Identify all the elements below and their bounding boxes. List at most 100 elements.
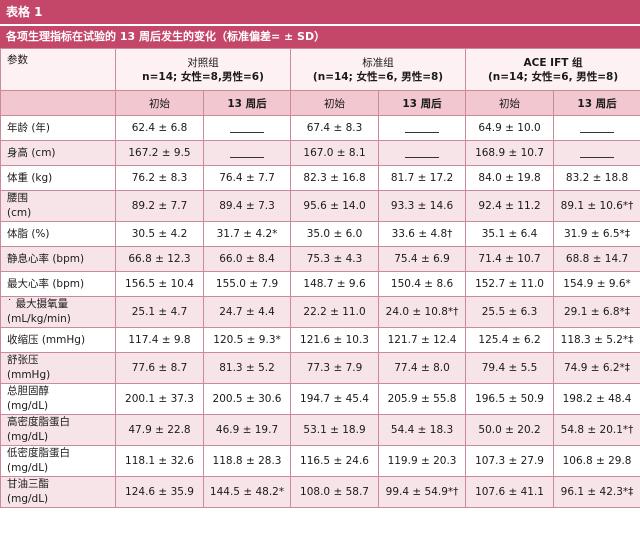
subheader-initial: 初始 (115, 90, 204, 116)
value-cell: 118.8 ± 28.3 (202, 445, 292, 477)
value-cell: 93.3 ± 14.6 (378, 190, 467, 222)
param-label: 甘油三酯 (mg/dL) (0, 476, 116, 508)
group-header-ace-ift: ACE IFT 组 (n=14; 女性=6, 男性=8) (465, 48, 640, 91)
group-detail: n=14; 女性=8,男性=6) (142, 70, 264, 83)
blank-cell (378, 115, 467, 141)
value-cell: 116.5 ± 24.6 (290, 445, 380, 477)
value-cell: 154.9 ± 9.6* (553, 271, 640, 297)
param-label: ˙ 最大摄氧量 (mL/kg/min) (0, 296, 116, 328)
value-cell: 167.0 ± 8.1 (290, 140, 380, 166)
value-cell: 205.9 ± 55.8 (378, 383, 467, 415)
table-row: 腰围 (cm) 89.2 ± 7.7 89.4 ± 7.3 95.6 ± 14.0 93… (0, 190, 640, 222)
value-cell: 31.9 ± 6.5*‡ (553, 221, 640, 247)
blank-line (580, 123, 615, 133)
value-cell: 99.4 ± 54.9*† (378, 476, 467, 508)
value-cell: 148.7 ± 9.6 (290, 271, 380, 297)
table-label: 表格 1 (0, 0, 640, 24)
table-row: 低密度脂蛋白 (mg/dL) 118.1 ± 32.6 118.8 ± 28.3 11… (0, 445, 640, 477)
table-row: 年龄 (年) 62.4 ± 6.8 67.4 ± 8.3 64.9 ± 10.0 (0, 115, 640, 141)
param-label: 最大心率 (bpm) (0, 271, 116, 297)
value-cell: 156.5 ± 10.4 (115, 271, 204, 297)
blank-cell (553, 140, 640, 166)
table-row: 总胆固醇 (mg/dL) 200.1 ± 37.3 200.5 ± 30.6 194.… (0, 383, 640, 415)
value-cell: 200.1 ± 37.3 (115, 383, 204, 415)
table-row: 收缩压 (mmHg) 117.4 ± 9.8 120.5 ± 9.3* 121.6 ±… (0, 327, 640, 353)
group-header-standard: 标准组 (n=14; 女性=6, 男性=8) (290, 48, 467, 91)
value-cell: 89.1 ± 10.6*† (553, 190, 640, 222)
table-row: ˙ 最大摄氧量 (mL/kg/min) 25.1 ± 4.7 24.7 ± 4.4 2… (0, 296, 640, 328)
param-label: 总胆固醇 (mg/dL) (0, 383, 116, 415)
value-cell: 168.9 ± 10.7 (465, 140, 555, 166)
value-cell: 120.5 ± 9.3* (202, 327, 292, 353)
param-label: 身高 (cm) (0, 140, 116, 166)
value-cell: 81.7 ± 17.2 (378, 165, 467, 191)
value-cell: 198.2 ± 48.4 (553, 383, 640, 415)
value-cell: 200.5 ± 30.6 (202, 383, 292, 415)
value-cell: 64.9 ± 10.0 (465, 115, 555, 141)
value-cell: 77.4 ± 8.0 (378, 352, 467, 384)
param-label: 体脂 (%) (0, 221, 116, 247)
value-cell: 118.1 ± 32.6 (115, 445, 204, 477)
value-cell: 108.0 ± 58.7 (290, 476, 380, 508)
subheader-week13: 13 周后 (378, 90, 467, 116)
value-cell: 67.4 ± 8.3 (290, 115, 380, 141)
table-row: 甘油三酯 (mg/dL) 124.6 ± 35.9 144.5 ± 48.2* 108… (0, 476, 640, 508)
value-cell: 66.0 ± 8.4 (202, 246, 292, 272)
value-cell: 117.4 ± 9.8 (115, 327, 204, 353)
value-cell: 50.0 ± 20.2 (465, 414, 555, 446)
value-cell: 35.1 ± 6.4 (465, 221, 555, 247)
value-cell: 53.1 ± 18.9 (290, 414, 380, 446)
value-cell: 84.0 ± 19.8 (465, 165, 555, 191)
value-cell: 62.4 ± 6.8 (115, 115, 204, 141)
value-cell: 25.1 ± 4.7 (115, 296, 204, 328)
spacer (0, 24, 640, 26)
subheader-initial: 初始 (465, 90, 555, 116)
value-cell: 31.7 ± 4.2* (202, 221, 292, 247)
value-cell: 119.9 ± 20.3 (378, 445, 467, 477)
table-row: 体重 (kg) 76.2 ± 8.3 76.4 ± 7.7 82.3 ± 16.8 81… (0, 165, 640, 191)
value-cell: 82.3 ± 16.8 (290, 165, 380, 191)
value-cell: 76.4 ± 7.7 (202, 165, 292, 191)
value-cell: 107.6 ± 41.1 (465, 476, 555, 508)
param-label: 体重 (kg) (0, 165, 116, 191)
param-label: 年龄 (年) (0, 115, 116, 141)
table-row: 体脂 (%) 30.5 ± 4.2 31.7 ± 4.2* 35.0 ± 6.0 33.… (0, 221, 640, 247)
param-label: 舒张压 (mmHg) (0, 352, 116, 384)
value-cell: 81.3 ± 5.2 (202, 352, 292, 384)
value-cell: 124.6 ± 35.9 (115, 476, 204, 508)
table-row: 高密度脂蛋白 (mg/dL) 47.9 ± 22.8 46.9 ± 19.7 53.1… (0, 414, 640, 446)
value-cell: 77.3 ± 7.9 (290, 352, 380, 384)
group-header-row: 参数 对照组 n=14; 女性=8,男性=6) 标准组 (n=14; 女性=6,… (0, 48, 640, 91)
group-name: 对照组 (187, 56, 219, 69)
value-cell: 106.8 ± 29.8 (553, 445, 640, 477)
value-cell: 46.9 ± 19.7 (202, 414, 292, 446)
param-label: 收缩压 (mmHg) (0, 327, 116, 353)
value-cell: 75.3 ± 4.3 (290, 246, 380, 272)
blank-cell (378, 140, 467, 166)
param-label: 静息心率 (bpm) (0, 246, 116, 272)
subheader-week13: 13 周后 (553, 90, 640, 116)
value-cell: 144.5 ± 48.2* (202, 476, 292, 508)
table-row: 静息心率 (bpm) 66.8 ± 12.3 66.0 ± 8.4 75.3 ± 4.… (0, 246, 640, 272)
value-cell: 95.6 ± 14.0 (290, 190, 380, 222)
data-table: 参数 对照组 n=14; 女性=8,男性=6) 标准组 (n=14; 女性=6,… (0, 48, 640, 508)
value-cell: 71.4 ± 10.7 (465, 246, 555, 272)
value-cell: 47.9 ± 22.8 (115, 414, 204, 446)
value-cell: 125.4 ± 6.2 (465, 327, 555, 353)
value-cell: 77.6 ± 8.7 (115, 352, 204, 384)
value-cell: 155.0 ± 7.9 (202, 271, 292, 297)
value-cell: 121.7 ± 12.4 (378, 327, 467, 353)
value-cell: 29.1 ± 6.8*‡ (553, 296, 640, 328)
value-cell: 33.6 ± 4.8† (378, 221, 467, 247)
value-cell: 152.7 ± 11.0 (465, 271, 555, 297)
value-cell: 54.4 ± 18.3 (378, 414, 467, 446)
blank-cell (202, 140, 292, 166)
value-cell: 121.6 ± 10.3 (290, 327, 380, 353)
group-header-control: 对照组 n=14; 女性=8,男性=6) (114, 48, 292, 91)
table-row: 舒张压 (mmHg) 77.6 ± 8.7 81.3 ± 5.2 77.3 ± 7.9… (0, 352, 640, 384)
value-cell: 25.5 ± 6.3 (465, 296, 555, 328)
value-cell: 22.2 ± 11.0 (290, 296, 380, 328)
value-cell: 83.2 ± 18.8 (553, 165, 640, 191)
group-name: 标准组 (362, 56, 394, 69)
table-body: 参数 对照组 n=14; 女性=8,男性=6) 标准组 (n=14; 女性=6,… (0, 48, 640, 508)
